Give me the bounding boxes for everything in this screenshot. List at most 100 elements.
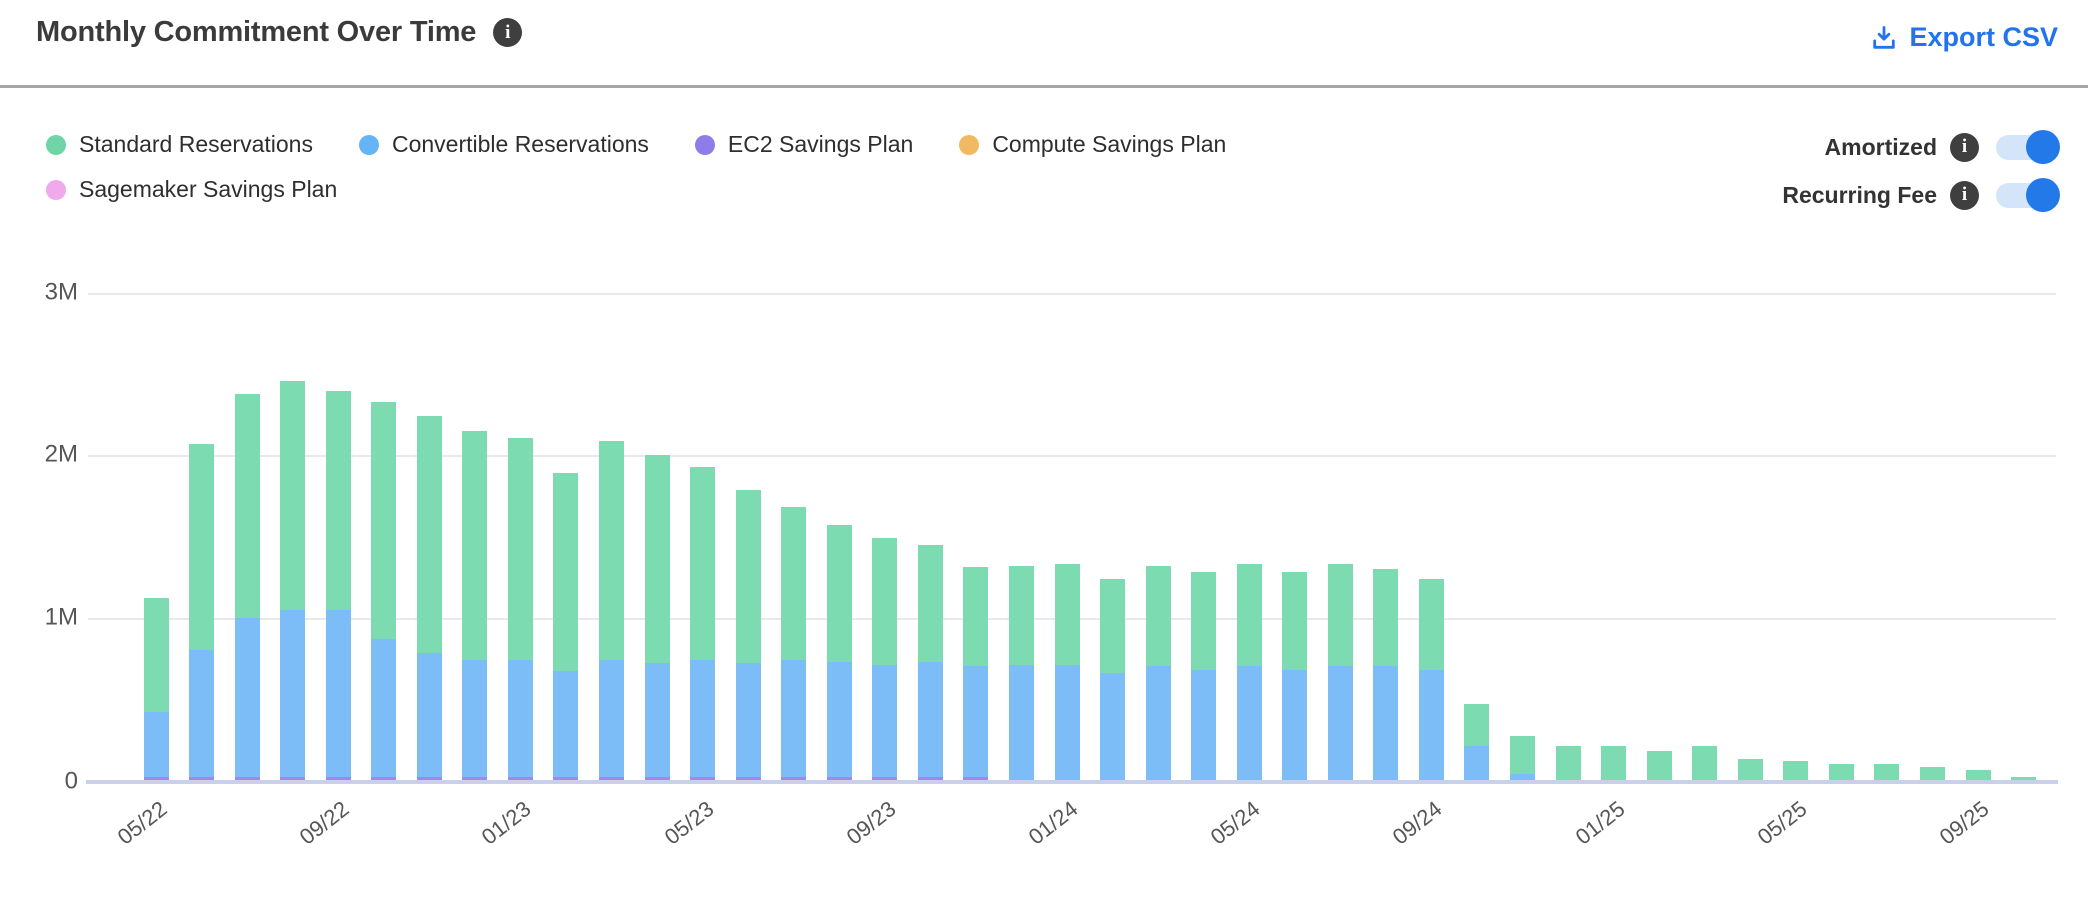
bar-segment-01-23-convertible-reservations[interactable] <box>507 659 533 777</box>
bar-segment-09-23-ec2-savings-plan[interactable] <box>872 776 898 780</box>
bar-segment-11-22-ec2-savings-plan[interactable] <box>416 776 442 780</box>
bar-segment-02-23-standard-reservations[interactable] <box>553 473 579 672</box>
bar-segment-07-24-standard-reservations[interactable] <box>1327 564 1353 667</box>
bar-segment-04-23-convertible-reservations[interactable] <box>644 663 670 777</box>
bar-segment-08-22-ec2-savings-plan[interactable] <box>280 776 306 780</box>
bar-segment-08-23-convertible-reservations[interactable] <box>826 661 852 777</box>
bar-segment-07-23-standard-reservations[interactable] <box>781 507 807 660</box>
bar-segment-11-22-standard-reservations[interactable] <box>416 416 442 654</box>
bar-segment-10-24-standard-reservations[interactable] <box>1464 703 1490 746</box>
legend-item-sagemaker-savings-plan[interactable]: Sagemaker Savings Plan <box>46 176 337 203</box>
bar-segment-05-24-standard-reservations[interactable] <box>1236 564 1262 667</box>
bar-segment-10-22-standard-reservations[interactable] <box>371 401 397 639</box>
bar-segment-03-23-standard-reservations[interactable] <box>599 440 624 660</box>
bar-segment-04-25-standard-reservations[interactable] <box>1737 758 1763 780</box>
bar-segment-06-23-convertible-reservations[interactable] <box>735 663 761 777</box>
bar-segment-12-22-standard-reservations[interactable] <box>462 431 488 660</box>
bar-segment-07-24-convertible-reservations[interactable] <box>1327 666 1353 780</box>
bar-segment-11-23-convertible-reservations[interactable] <box>963 666 989 777</box>
bar-segment-02-23-convertible-reservations[interactable] <box>553 671 579 777</box>
bar-segment-09-22-standard-reservations[interactable] <box>325 390 351 610</box>
bar-segment-12-24-standard-reservations[interactable] <box>1555 745 1581 780</box>
bar-segment-02-25-standard-reservations[interactable] <box>1646 750 1672 780</box>
bar-segment-06-25-standard-reservations[interactable] <box>1828 763 1854 780</box>
legend-item-convertible-reservations[interactable]: Convertible Reservations <box>358 131 649 158</box>
bar-segment-09-25-standard-reservations[interactable] <box>1965 770 1991 780</box>
bar-segment-03-24-standard-reservations[interactable] <box>1145 565 1171 667</box>
bar-segment-09-24-convertible-reservations[interactable] <box>1418 669 1444 780</box>
bar-segment-06-22-ec2-savings-plan[interactable] <box>189 776 215 780</box>
bar-segment-05-22-convertible-reservations[interactable] <box>143 711 169 777</box>
bar-segment-10-22-convertible-reservations[interactable] <box>371 638 397 777</box>
bar-segment-12-23-standard-reservations[interactable] <box>1008 565 1034 665</box>
bar-segment-04-24-convertible-reservations[interactable] <box>1191 669 1217 780</box>
bar-segment-05-23-standard-reservations[interactable] <box>690 466 716 660</box>
bar-segment-02-23-ec2-savings-plan[interactable] <box>553 776 579 780</box>
bar-segment-12-23-convertible-reservations[interactable] <box>1008 664 1034 780</box>
bar-segment-06-22-convertible-reservations[interactable] <box>189 650 215 777</box>
bar-segment-06-23-standard-reservations[interactable] <box>735 489 761 664</box>
bar-segment-01-24-standard-reservations[interactable] <box>1054 564 1080 665</box>
bar-segment-10-23-convertible-reservations[interactable] <box>917 661 943 777</box>
bar-segment-09-22-convertible-reservations[interactable] <box>325 609 351 777</box>
bar-segment-10-23-standard-reservations[interactable] <box>917 544 943 662</box>
bar-segment-01-23-standard-reservations[interactable] <box>507 437 533 660</box>
bar-segment-01-25-standard-reservations[interactable] <box>1601 745 1627 780</box>
legend-item-compute-savings-plan[interactable]: Compute Savings Plan <box>959 131 1226 158</box>
bar-segment-12-22-convertible-reservations[interactable] <box>462 659 488 777</box>
bar-segment-08-24-standard-reservations[interactable] <box>1373 569 1399 667</box>
export-csv-button[interactable]: Export CSV <box>1870 22 2058 53</box>
bar-segment-05-24-convertible-reservations[interactable] <box>1236 666 1262 780</box>
bar-segment-04-23-ec2-savings-plan[interactable] <box>644 776 670 780</box>
legend-item-ec2-savings-plan[interactable]: EC2 Savings Plan <box>694 131 913 158</box>
legend-item-standard-reservations[interactable]: Standard Reservations <box>46 131 313 158</box>
bar-segment-09-23-standard-reservations[interactable] <box>872 538 898 665</box>
bar-segment-08-23-standard-reservations[interactable] <box>826 525 852 662</box>
bar-segment-06-24-standard-reservations[interactable] <box>1282 572 1308 670</box>
title-info-icon[interactable]: i <box>493 18 523 47</box>
bar-segment-03-24-convertible-reservations[interactable] <box>1145 666 1171 780</box>
amortized-info-icon[interactable]: i <box>1950 132 1979 162</box>
recurring-fee-info-icon[interactable]: i <box>1950 180 1979 210</box>
bar-segment-02-24-standard-reservations[interactable] <box>1100 578 1126 673</box>
bar-segment-05-23-ec2-savings-plan[interactable] <box>690 776 716 780</box>
bar-segment-06-22-standard-reservations[interactable] <box>189 444 215 651</box>
bar-segment-10-25-standard-reservations[interactable] <box>2011 776 2037 780</box>
amortized-toggle[interactable] <box>1996 129 2060 164</box>
bar-segment-09-22-ec2-savings-plan[interactable] <box>325 776 351 780</box>
bar-segment-10-24-convertible-reservations[interactable] <box>1464 745 1490 780</box>
bar-segment-05-22-standard-reservations[interactable] <box>143 598 169 712</box>
bar-segment-04-24-standard-reservations[interactable] <box>1191 572 1217 670</box>
bar-segment-10-22-ec2-savings-plan[interactable] <box>371 776 397 780</box>
bar-segment-01-23-ec2-savings-plan[interactable] <box>507 776 533 780</box>
bar-segment-08-23-ec2-savings-plan[interactable] <box>826 776 852 780</box>
bar-segment-03-23-convertible-reservations[interactable] <box>599 659 624 777</box>
bar-segment-03-25-standard-reservations[interactable] <box>1692 745 1718 780</box>
bar-segment-09-23-convertible-reservations[interactable] <box>872 664 898 777</box>
bar-segment-07-23-ec2-savings-plan[interactable] <box>781 776 807 780</box>
bar-segment-08-25-standard-reservations[interactable] <box>1919 767 1945 780</box>
bar-segment-02-24-convertible-reservations[interactable] <box>1100 672 1126 780</box>
bar-segment-12-22-ec2-savings-plan[interactable] <box>462 776 488 780</box>
bar-segment-04-23-standard-reservations[interactable] <box>644 455 670 664</box>
bar-segment-03-23-ec2-savings-plan[interactable] <box>599 776 624 780</box>
bar-segment-11-23-ec2-savings-plan[interactable] <box>963 776 989 780</box>
bar-segment-08-22-standard-reservations[interactable] <box>280 380 306 610</box>
bar-segment-05-25-standard-reservations[interactable] <box>1783 760 1809 780</box>
bar-segment-07-25-standard-reservations[interactable] <box>1874 763 1900 780</box>
bar-segment-07-22-standard-reservations[interactable] <box>234 393 260 618</box>
bar-segment-08-22-convertible-reservations[interactable] <box>280 609 306 777</box>
bar-segment-05-22-ec2-savings-plan[interactable] <box>143 776 169 780</box>
bar-segment-06-23-ec2-savings-plan[interactable] <box>735 776 761 780</box>
bar-segment-07-22-convertible-reservations[interactable] <box>234 617 260 777</box>
bar-segment-06-24-convertible-reservations[interactable] <box>1282 669 1308 780</box>
bar-segment-09-24-standard-reservations[interactable] <box>1418 578 1444 670</box>
recurring-fee-toggle[interactable] <box>1996 177 2060 212</box>
bar-segment-11-24-convertible-reservations[interactable] <box>1510 773 1535 780</box>
bar-segment-11-23-standard-reservations[interactable] <box>963 567 989 667</box>
bar-segment-05-23-convertible-reservations[interactable] <box>690 659 716 777</box>
bar-segment-07-22-ec2-savings-plan[interactable] <box>234 776 260 780</box>
bar-segment-01-24-convertible-reservations[interactable] <box>1054 664 1080 780</box>
bar-segment-11-24-standard-reservations[interactable] <box>1510 736 1535 774</box>
bar-segment-07-23-convertible-reservations[interactable] <box>781 659 807 777</box>
